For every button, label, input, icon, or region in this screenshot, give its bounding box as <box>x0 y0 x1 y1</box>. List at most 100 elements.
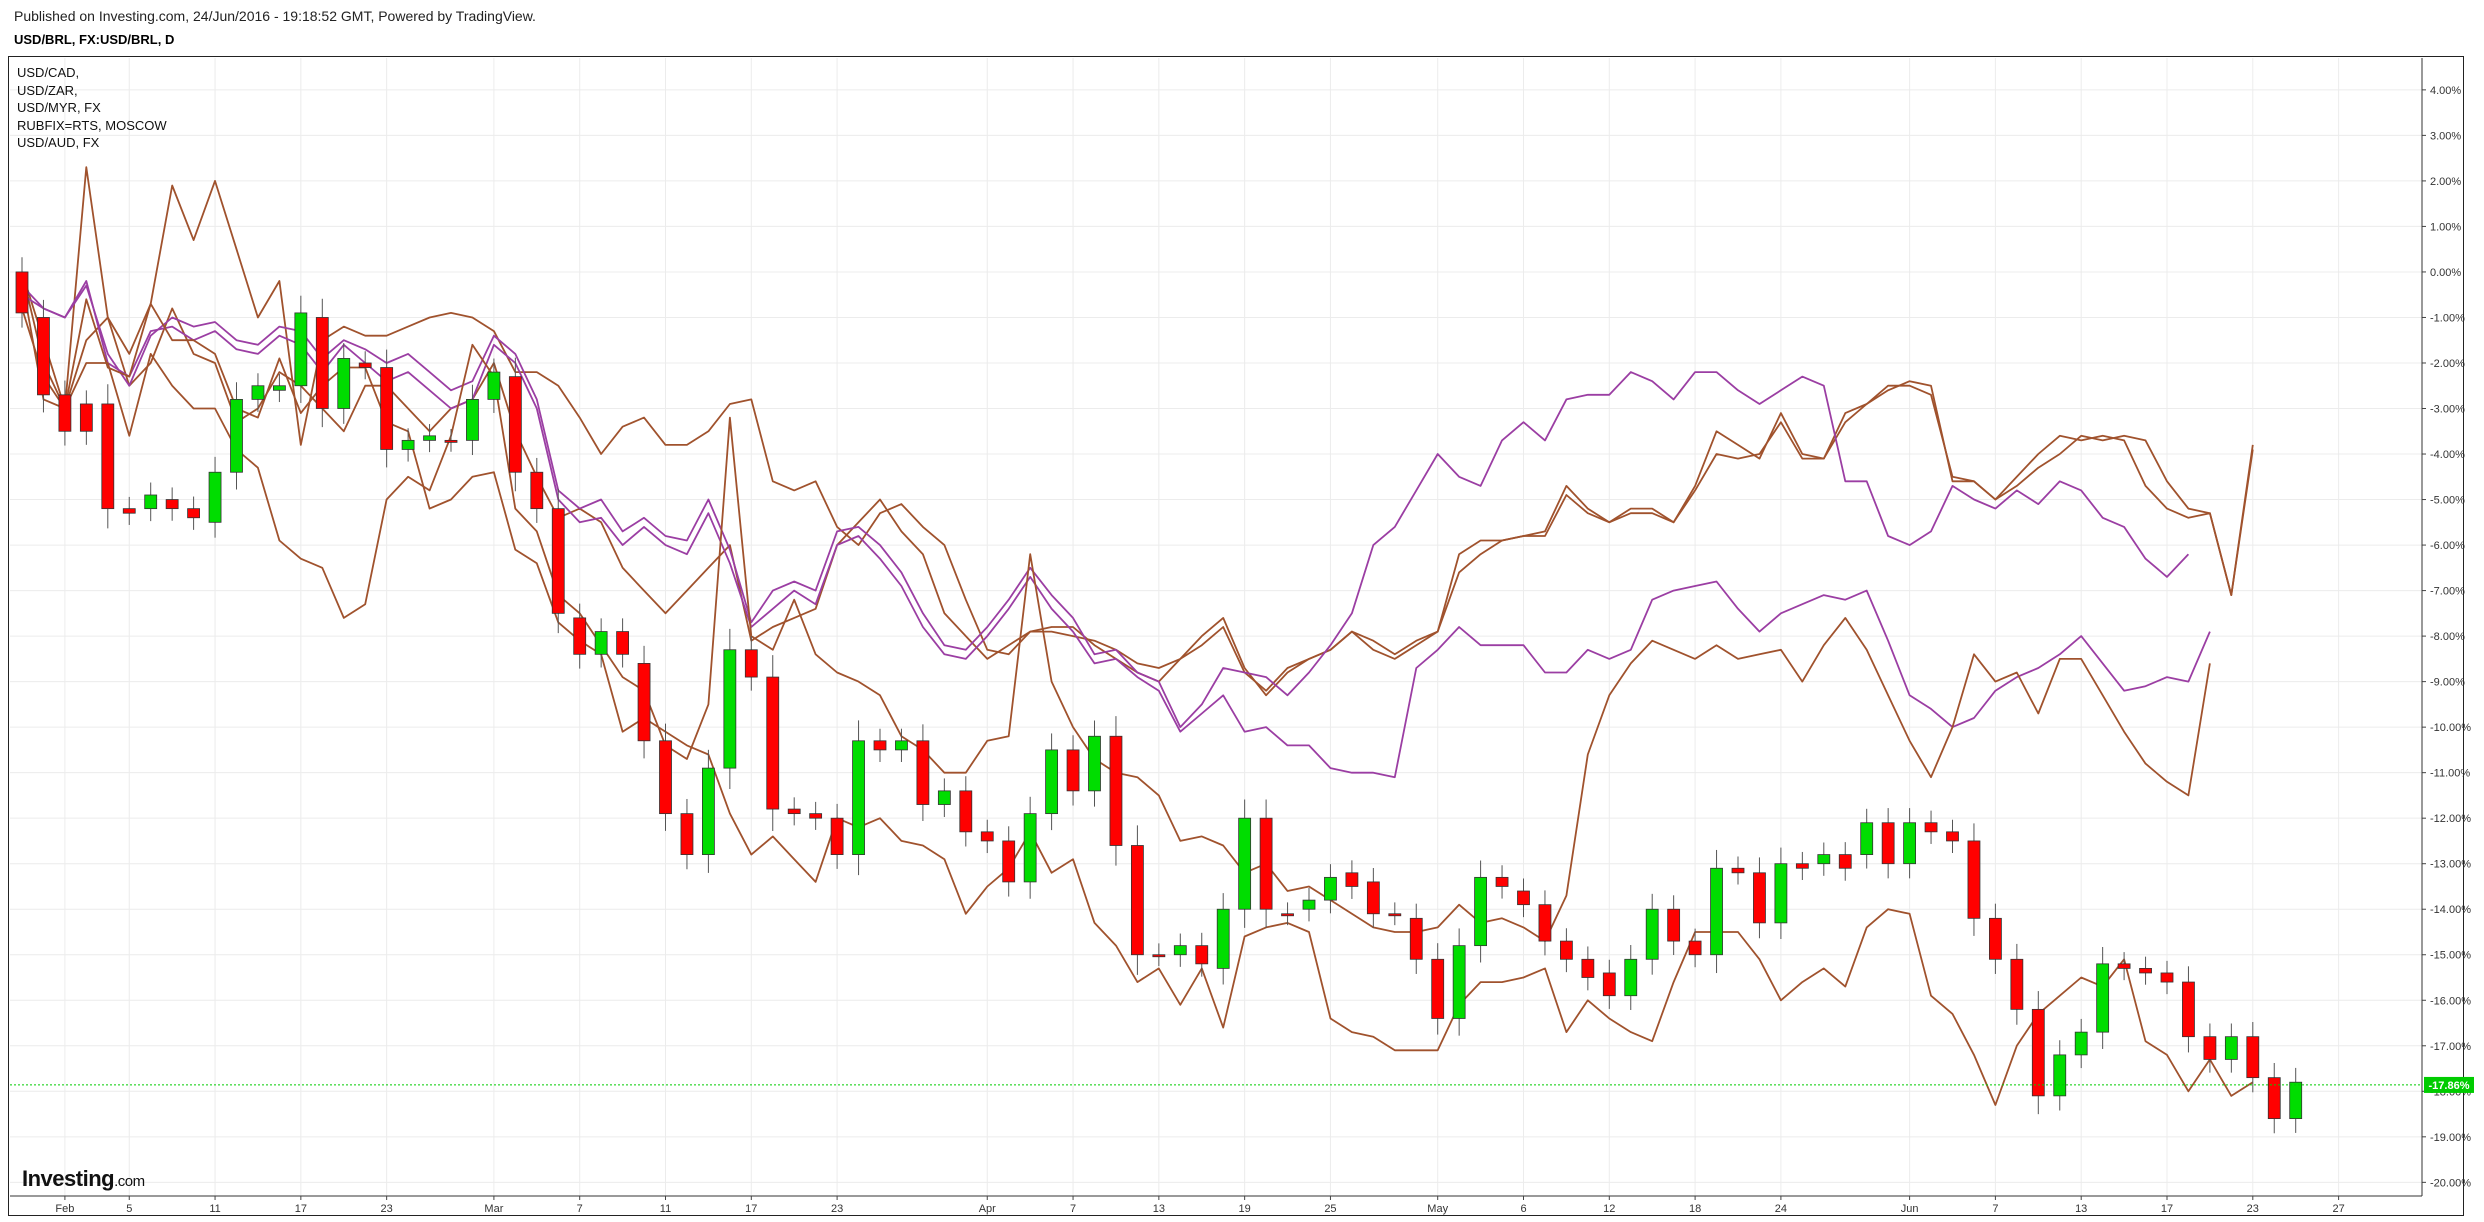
candle-up <box>1324 876 1337 901</box>
candle-up <box>272 385 286 391</box>
candle-up <box>1238 817 1252 910</box>
y-tick-label: 3.00% <box>2430 130 2461 142</box>
candle-down <box>315 317 329 409</box>
y-tick-label: -17.00% <box>2430 1041 2471 1053</box>
candle-up <box>852 740 865 855</box>
candle-down <box>551 508 565 614</box>
x-tick-label: 24 <box>1775 1203 1787 1215</box>
candle-down <box>2139 968 2152 974</box>
x-tick-label: 27 <box>2332 1203 2344 1215</box>
candle-down <box>2031 1008 2045 1097</box>
x-axis: Feb 5 11 17 23 Mar 7 11 17 23 Apr 7 13 19 25 May 6 12 18 24… <box>10 1195 2422 1215</box>
candle-up <box>208 471 222 523</box>
candle-up <box>2074 1031 2088 1056</box>
candle-up <box>895 740 908 751</box>
candle-down <box>1667 908 1681 942</box>
x-tick-label: 6 <box>1520 1203 1526 1215</box>
x-tick-label: 12 <box>1603 1203 1615 1215</box>
candle-down <box>1881 822 1895 865</box>
x-tick-label: 18 <box>1689 1203 1701 1215</box>
candle-up <box>1045 749 1058 815</box>
y-tick-label: -12.00% <box>2430 813 2471 825</box>
candle-down <box>37 317 50 396</box>
x-tick-label: 17 <box>2161 1203 2173 1215</box>
x-tick-label: 11 <box>660 1203 671 1215</box>
candle-up <box>1624 958 1638 997</box>
y-tick-label: -3.00% <box>2430 404 2465 416</box>
candle-down <box>1109 735 1123 846</box>
chart-frame <box>8 56 2464 1216</box>
candle-down <box>830 817 844 856</box>
y-tick-label: -8.00% <box>2430 631 2465 643</box>
candle-up <box>1710 867 1723 956</box>
candle-down <box>573 617 587 655</box>
candle-down <box>1281 913 1294 917</box>
y-tick-label: -9.00% <box>2430 677 2465 689</box>
candle-up <box>1860 822 1874 856</box>
candle-down <box>380 367 394 450</box>
candle-down <box>1366 881 1380 915</box>
candle-down <box>916 740 930 805</box>
published-caption: Published on Investing.com, 24/Jun/2016 … <box>14 8 536 24</box>
x-tick-label: 13 <box>2075 1203 2087 1215</box>
gridlines <box>10 58 2422 1196</box>
candle-down <box>444 439 458 443</box>
candle-up <box>423 435 436 441</box>
x-tick-label: 17 <box>295 1203 307 1215</box>
candle-up <box>401 439 415 450</box>
candle-down <box>616 631 629 655</box>
x-tick-label: 7 <box>1992 1203 1998 1215</box>
x-tick-label: Feb <box>55 1203 74 1215</box>
legend-entry-usdmyr[interactable]: USD/MYR, FX <box>17 100 101 115</box>
candle-down <box>1946 831 1959 842</box>
x-tick-label: 25 <box>1324 1203 1336 1215</box>
candle-down <box>15 271 29 314</box>
series-line-3 <box>21 280 2211 779</box>
candle-down <box>2267 1077 2281 1120</box>
candle-up <box>702 767 715 855</box>
y-tick-label: -15.00% <box>2430 950 2471 962</box>
legend-entry-rubfix[interactable]: RUBFIX=RTS, MOSCOW <box>17 117 167 133</box>
legend-entry-usdzar[interactable]: USD/ZAR, <box>17 82 78 98</box>
candle-down <box>2160 972 2174 983</box>
legend: USD/CAD, USD/ZAR, USD/MYR, FX RUBFIX=RTS… <box>17 64 167 152</box>
candle-down <box>122 508 136 514</box>
candle-down <box>980 831 994 842</box>
series-line-4 <box>21 284 2190 728</box>
candle-down <box>1131 845 1144 956</box>
logo-text: Investing <box>22 1166 115 1191</box>
candle-up <box>294 312 308 387</box>
candle-up <box>1173 945 1187 956</box>
y-tick-label: -2.00% <box>2430 358 2465 370</box>
x-tick-label: May <box>1427 1203 1448 1215</box>
candle-down <box>1066 749 1080 792</box>
y-tick-label: 0.00% <box>2430 267 2461 279</box>
candle-down <box>1409 917 1423 960</box>
candle-down <box>744 649 758 678</box>
legend-entry-usdcad[interactable]: USD/CAD, <box>17 65 80 80</box>
candle-down <box>1345 872 1359 887</box>
y-axis: 4.00% 3.00% 2.00% 1.00% 0.00% -1.00% -2.00% -3.… <box>2421 58 2471 1196</box>
candle-up <box>1903 822 1916 865</box>
x-tick-label: 23 <box>2247 1203 2259 1215</box>
legend-entry-usdaud[interactable]: USD/AUD, FX <box>17 135 100 150</box>
candle-up <box>2053 1054 2067 1097</box>
candle-down <box>2010 958 2024 1010</box>
candle-down <box>1602 972 1616 997</box>
y-tick-label: -20.00% <box>2430 1177 2471 1189</box>
candle-down <box>2246 1036 2260 1079</box>
candle-down <box>1560 940 1573 960</box>
candle-up <box>1023 813 1037 883</box>
candle-down <box>787 808 801 815</box>
y-tick-label: -16.00% <box>2430 995 2471 1007</box>
candle-down <box>530 471 544 510</box>
last-price-badge <box>2424 1076 2474 1093</box>
candle-down <box>1152 954 1166 958</box>
candle-down <box>1195 945 1209 965</box>
investing-logo: Investing.com <box>22 1166 145 1192</box>
candle-down <box>680 813 694 856</box>
candle-down <box>1538 904 1552 942</box>
candle-up <box>2096 963 2110 1033</box>
y-tick-label: -10.00% <box>2430 722 2471 734</box>
